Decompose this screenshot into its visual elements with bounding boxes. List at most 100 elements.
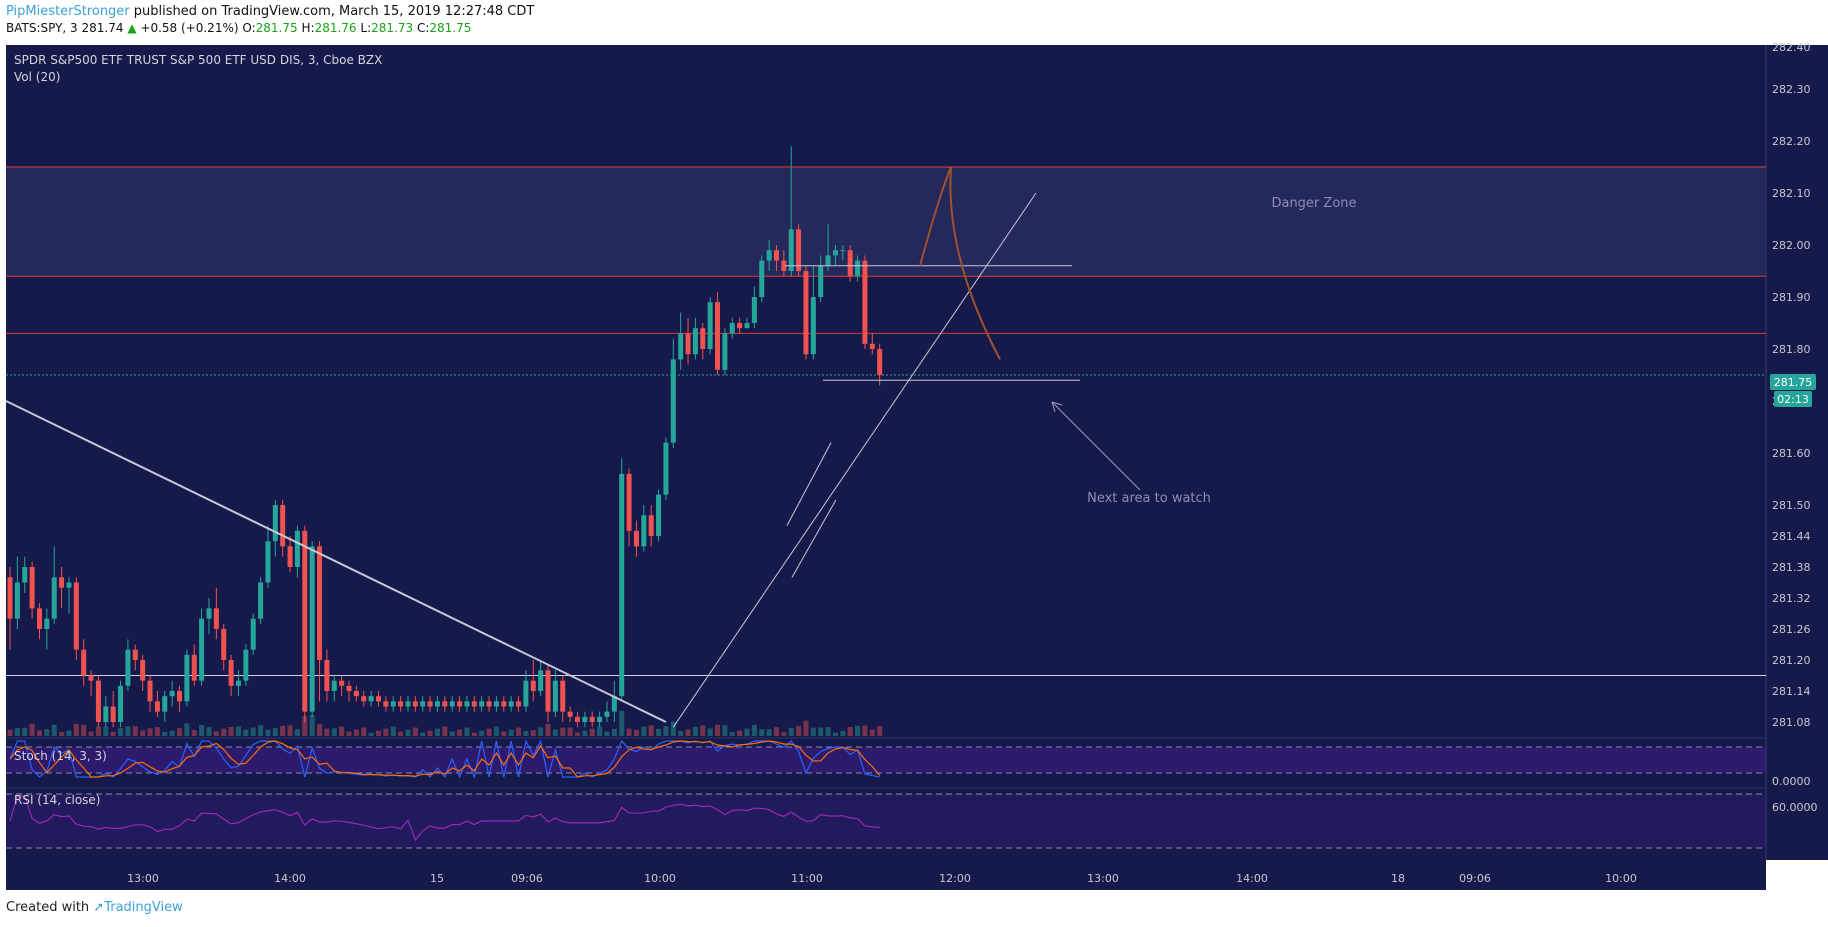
candle[interactable]: [803, 271, 809, 355]
candle[interactable]: [633, 530, 639, 547]
candle[interactable]: [154, 701, 160, 712]
candle[interactable]: [258, 582, 264, 619]
candle[interactable]: [516, 701, 522, 707]
candle[interactable]: [44, 618, 50, 629]
candle[interactable]: [228, 660, 234, 686]
candle[interactable]: [847, 250, 853, 277]
arrow-line[interactable]: [1051, 401, 1141, 491]
candle[interactable]: [376, 696, 381, 702]
candle[interactable]: [309, 546, 315, 712]
candle[interactable]: [7, 577, 13, 619]
candle[interactable]: [751, 297, 757, 323]
candle[interactable]: [486, 701, 492, 707]
candle[interactable]: [692, 328, 698, 355]
candle[interactable]: [140, 660, 146, 681]
candle[interactable]: [420, 701, 426, 707]
candle[interactable]: [626, 473, 632, 531]
candle[interactable]: [81, 649, 87, 676]
candle[interactable]: [678, 333, 684, 360]
candle[interactable]: [353, 691, 359, 697]
candle[interactable]: [663, 442, 669, 495]
candle[interactable]: [523, 680, 529, 707]
candle[interactable]: [574, 716, 580, 722]
candle[interactable]: [206, 608, 212, 619]
candle[interactable]: [324, 660, 330, 691]
candle[interactable]: [442, 701, 448, 707]
candle[interactable]: [582, 716, 588, 722]
candle[interactable]: [796, 229, 802, 271]
candle[interactable]: [869, 343, 875, 349]
candle[interactable]: [855, 260, 861, 277]
channel-lower[interactable]: [791, 499, 837, 578]
candle[interactable]: [302, 530, 308, 712]
candle[interactable]: [434, 701, 440, 707]
candle[interactable]: [191, 654, 197, 681]
candle[interactable]: [162, 696, 168, 712]
candle[interactable]: [235, 680, 241, 686]
candle[interactable]: [766, 250, 772, 261]
candle[interactable]: [611, 696, 617, 712]
candle[interactable]: [818, 265, 824, 297]
candle[interactable]: [405, 701, 411, 707]
candle[interactable]: [213, 608, 219, 629]
candle[interactable]: [390, 701, 396, 707]
candle[interactable]: [427, 701, 433, 707]
price-axis[interactable]: [1766, 45, 1828, 860]
candle[interactable]: [685, 333, 691, 355]
candle[interactable]: [810, 297, 816, 355]
candle[interactable]: [715, 302, 721, 370]
candle[interactable]: [597, 716, 603, 722]
candle[interactable]: [464, 701, 470, 707]
candle[interactable]: [14, 582, 20, 619]
candle[interactable]: [737, 323, 743, 329]
candle[interactable]: [552, 680, 558, 712]
candle[interactable]: [361, 696, 367, 702]
candle[interactable]: [125, 649, 131, 686]
candle[interactable]: [501, 701, 507, 707]
candle[interactable]: [169, 691, 175, 697]
author-link[interactable]: PipMiesterStronger: [6, 4, 130, 19]
candle[interactable]: [294, 530, 300, 567]
candle[interactable]: [457, 701, 463, 707]
candle[interactable]: [346, 685, 352, 691]
candle[interactable]: [567, 711, 573, 717]
candle[interactable]: [29, 567, 35, 609]
candle[interactable]: [729, 323, 735, 334]
candle[interactable]: [670, 359, 676, 443]
candle[interactable]: [250, 618, 256, 650]
candle[interactable]: [199, 618, 205, 681]
curve-drawing[interactable]: [919, 166, 1001, 360]
candle[interactable]: [280, 505, 286, 547]
candle[interactable]: [66, 582, 72, 588]
candle[interactable]: [877, 349, 883, 375]
candle[interactable]: [339, 680, 345, 686]
candle[interactable]: [641, 515, 647, 547]
downtrend-line[interactable]: [5, 400, 667, 723]
candle[interactable]: [508, 701, 514, 707]
candle[interactable]: [317, 546, 323, 660]
candle[interactable]: [398, 701, 404, 707]
candle[interactable]: [132, 649, 138, 660]
candle[interactable]: [73, 582, 79, 650]
candle[interactable]: [221, 629, 227, 660]
candle[interactable]: [744, 323, 750, 329]
candle[interactable]: [825, 255, 831, 266]
candle[interactable]: [331, 680, 337, 691]
candle[interactable]: [479, 701, 485, 707]
candle[interactable]: [22, 567, 28, 583]
candle[interactable]: [619, 473, 625, 697]
candle[interactable]: [177, 691, 183, 702]
candle[interactable]: [781, 260, 787, 271]
candle[interactable]: [604, 711, 610, 717]
candle[interactable]: [471, 701, 477, 707]
main-pane[interactable]: [6, 45, 1766, 738]
candle[interactable]: [147, 680, 153, 702]
candle[interactable]: [383, 701, 389, 707]
candle[interactable]: [368, 696, 374, 702]
candle[interactable]: [243, 649, 249, 681]
candle[interactable]: [648, 515, 654, 536]
candle[interactable]: [788, 229, 794, 271]
candle[interactable]: [59, 577, 65, 588]
candle[interactable]: [110, 706, 116, 723]
candle[interactable]: [36, 608, 42, 629]
